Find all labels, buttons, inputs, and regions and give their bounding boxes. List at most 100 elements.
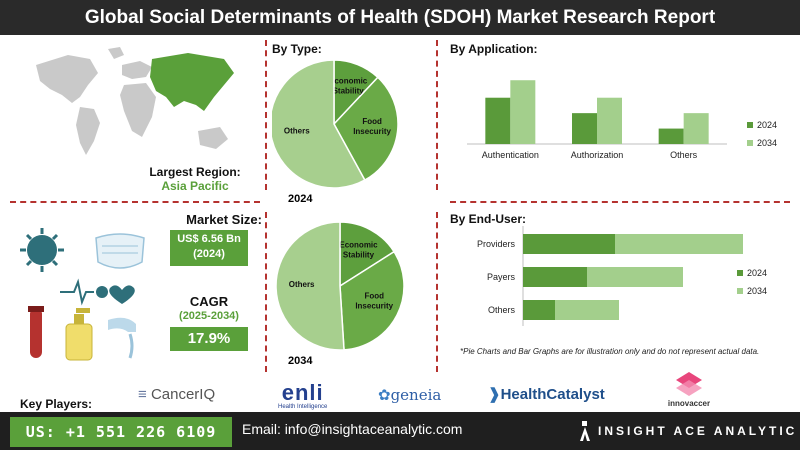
largest-region-value: Asia Pacific	[161, 179, 229, 193]
divider-horizontal-right	[450, 201, 790, 203]
cagr-value: 17.9%	[170, 327, 248, 351]
legend-label-2024: 2024	[747, 268, 767, 278]
bar-others-2034	[683, 113, 709, 144]
x-tick-label: Authorization	[571, 150, 624, 160]
pie-chart-2034: Economic Stability Food Insecurity Others 20…	[275, 221, 405, 367]
market-size-label: Market Size:	[186, 212, 262, 227]
divider-vertical-left-bottom	[265, 212, 267, 372]
bar-others-2024	[523, 300, 555, 320]
pie-slice-food-insecurity	[339, 250, 405, 351]
bar-authentication-2034	[510, 80, 536, 144]
bar-payers-2024	[523, 267, 587, 287]
pie-slice-label: Food Insecurity	[353, 117, 391, 136]
y-tick-label: Others	[488, 305, 516, 315]
pie-slice-label: Food Insecurity	[355, 291, 393, 310]
x-tick-label: Authentication	[482, 150, 539, 160]
world-map	[36, 47, 234, 155]
market-size-value: US$ 6.56 Bn	[177, 233, 241, 245]
bar-authorization-2034	[597, 97, 622, 144]
phone-number[interactable]: US: +1 551 226 6109	[10, 417, 232, 447]
innovaccer-logo: innovaccer	[664, 372, 714, 408]
legend-swatch-2024	[737, 270, 743, 276]
greenland-shape	[108, 47, 124, 59]
cagr-period: (2025-2034)	[179, 310, 239, 322]
bar-providers-2034	[615, 234, 743, 254]
market-size-box: US$ 6.56 Bn (2024)	[170, 230, 248, 266]
healthcatalyst-name: HealthCatalyst	[500, 386, 605, 403]
pie-slice-economic-stability	[339, 221, 396, 288]
pie-2024-slices: Economic Stability Food Insecurity Others	[272, 59, 399, 189]
pie-slice-label: Economic Stability	[339, 240, 378, 259]
page-title: Global Social Determinants of Health (SD…	[0, 0, 800, 35]
geneia-name: geneia	[390, 386, 442, 404]
europe-shape	[122, 61, 152, 79]
market-size-year: (2024)	[193, 248, 225, 260]
health-icons-group	[20, 228, 145, 361]
legend-swatch-2034	[737, 288, 743, 294]
australia-shape	[198, 127, 228, 149]
by-end-user-heading: By End-User:	[450, 212, 527, 226]
bar-authentication-2024	[485, 97, 511, 144]
enli-logo: enli Health Intelligence	[278, 380, 328, 411]
pie-slice-label: Others	[289, 280, 315, 289]
divider-vertical-right-bottom	[436, 212, 438, 372]
sanitizer-icon	[65, 308, 93, 361]
legend-swatch-2034	[747, 140, 753, 146]
healthcatalyst-logo: ❱HealthCatalyst	[488, 385, 605, 403]
divider-vertical-left-top	[265, 40, 267, 190]
key-players-label: Key Players:	[20, 397, 93, 411]
y-tick-label: Payers	[487, 272, 516, 282]
face-mask-icon	[95, 233, 145, 269]
x-tick-label: Others	[670, 150, 698, 160]
pie-slice-label: Economic Stability	[329, 76, 368, 95]
pie-2034-year-label: 2034	[288, 355, 313, 367]
geneia-logo: ✿geneia	[378, 386, 441, 404]
pie-2024-year-label: 2024	[288, 193, 313, 205]
cancer-iq-mark-icon: ≡	[138, 386, 147, 403]
pie-slice-others	[275, 221, 345, 351]
pie-slice-food-insecurity	[333, 76, 399, 182]
africa-shape	[120, 83, 156, 137]
bar-others-2024	[658, 128, 684, 144]
by-type-heading: By Type:	[272, 42, 322, 56]
divider-vertical-right-top	[436, 40, 438, 190]
insight-ace-logo-icon	[580, 421, 590, 441]
enli-subtitle: Health Intelligence	[278, 404, 328, 410]
heartbeat-icon	[60, 278, 135, 306]
legend-swatch-2024	[747, 122, 753, 128]
faucet-water-icon	[108, 317, 136, 359]
application-bar-chart: Authentication Authorization Others 2024 203…	[467, 80, 777, 160]
geneia-mark-icon: ✿	[378, 386, 391, 404]
cancer-iq-logo: ≡ CancerIQ	[138, 386, 215, 403]
asia-pacific-shape	[150, 53, 234, 111]
healthcatalyst-mark-icon: ❱	[488, 386, 501, 403]
largest-region-label: Largest Region:	[149, 165, 241, 179]
innovaccer-name: innovaccer	[667, 399, 711, 408]
cancer-iq-name: CancerIQ	[150, 386, 216, 403]
pie-slice-others	[272, 59, 366, 189]
end-user-bar-chart: Providers Payers Others 2024 2034	[477, 226, 767, 326]
pie-chart-2024: Economic Stability Food Insecurity Others 20…	[272, 59, 399, 205]
cagr-label: CAGR	[189, 294, 229, 309]
enli-name: enli	[281, 380, 324, 405]
bar-authorization-2024	[572, 113, 597, 144]
legend-label-2034: 2034	[757, 138, 777, 148]
email-address[interactable]: Email: info@insightaceanalytic.com	[242, 421, 463, 437]
pie-slice-label: Others	[284, 127, 310, 136]
legend-label-2024: 2024	[757, 120, 777, 130]
bar-others-2034	[555, 300, 619, 320]
virus-icon	[20, 228, 64, 272]
divider-horizontal-left	[10, 201, 260, 203]
north-america-shape	[36, 55, 98, 103]
test-tube-icon	[28, 306, 44, 358]
pie-2034-slices: Economic Stability Food Insecurity Others	[275, 221, 405, 351]
bar-providers-2024	[523, 234, 615, 254]
illustration-note: *Pie Charts and Bar Graphs are for illus…	[460, 347, 760, 356]
legend-label-2034: 2034	[747, 286, 767, 296]
y-tick-label: Providers	[477, 239, 516, 249]
by-application-heading: By Application:	[450, 42, 538, 56]
innovaccer-mark-icon	[676, 372, 702, 396]
bar-payers-2034	[587, 267, 683, 287]
brand-name: INSIGHT ACE ANALYTIC	[598, 424, 798, 438]
south-america-shape	[76, 107, 100, 155]
